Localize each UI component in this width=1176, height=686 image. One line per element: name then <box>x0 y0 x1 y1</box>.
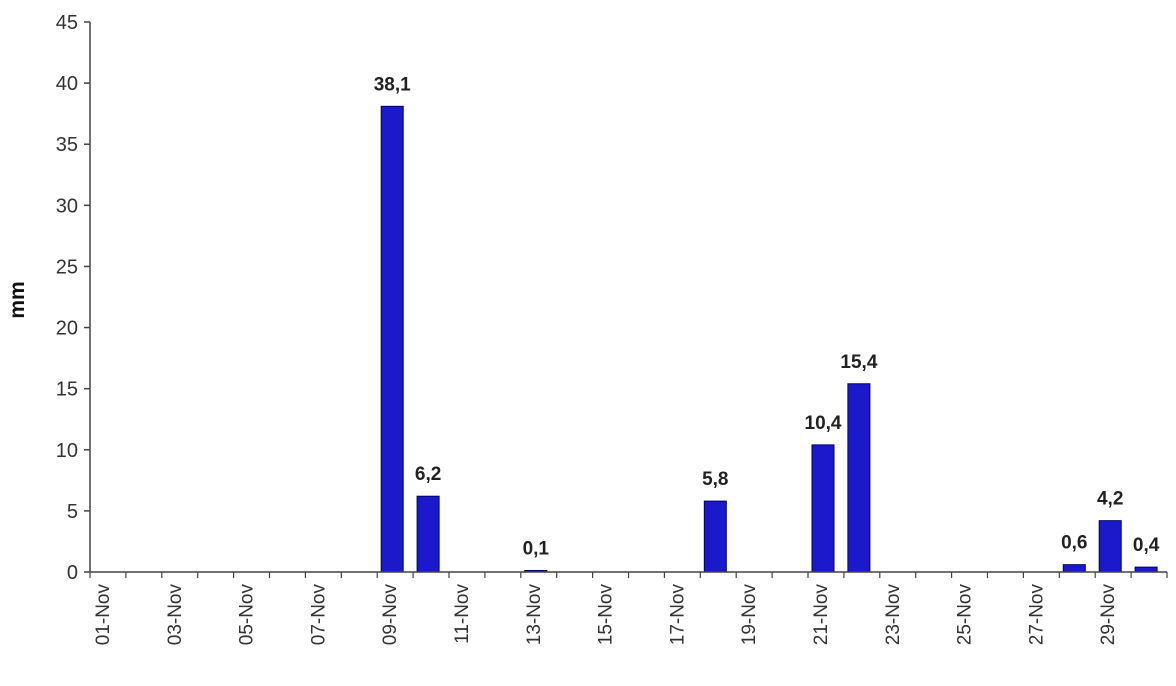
data-label-30-Nov: 0,4 <box>1133 535 1160 556</box>
x-tick-label: 19-Nov <box>739 584 760 646</box>
axes: 0 5 10 15 20 25 30 35 40 45 01-Nov 03-Nov 05-Nov 07-N… <box>56 12 1168 646</box>
y-tick-label: 15 <box>56 379 78 401</box>
y-tick-label: 35 <box>56 134 78 156</box>
x-tick-label: 13-Nov <box>524 584 545 646</box>
x-tick-label: 25-Nov <box>955 584 976 646</box>
y-tick-label: 10 <box>56 440 78 462</box>
x-tick-label: 17-Nov <box>667 584 688 646</box>
bar-21-Nov <box>811 444 835 573</box>
bar-18-Nov <box>703 500 727 573</box>
x-tick-label: 29-Nov <box>1098 584 1119 646</box>
bars <box>380 105 1158 573</box>
bar-28-Nov <box>1062 564 1086 573</box>
y-axis-title: mm <box>6 281 29 318</box>
bar-29-Nov <box>1098 520 1122 573</box>
x-tick-label: 11-Nov <box>452 584 473 644</box>
data-label-21-Nov: 10,4 <box>805 413 842 434</box>
x-tick-label: 23-Nov <box>883 584 904 646</box>
x-tick-label: 15-Nov <box>596 584 617 646</box>
data-label-29-Nov: 4,2 <box>1097 489 1123 510</box>
data-label-13-Nov: 0,1 <box>523 539 550 560</box>
y-tick-label: 45 <box>56 12 78 34</box>
bar-10-Nov <box>416 495 440 573</box>
y-tick-label: 30 <box>56 195 78 217</box>
x-tick-label: 27-Nov <box>1026 584 1047 646</box>
x-tick-label: 21-Nov <box>811 584 832 646</box>
y-tick-label: 40 <box>56 73 78 95</box>
x-tick-label: 07-Nov <box>308 584 329 646</box>
y-tick-label: 20 <box>56 318 78 340</box>
x-tick-label: 05-Nov <box>237 584 258 646</box>
bar-22-Nov <box>847 383 871 573</box>
y-tick-label: 5 <box>67 501 78 523</box>
x-tick-label: 03-Nov <box>165 584 186 646</box>
y-tick-label: 0 <box>67 562 78 584</box>
data-label-28-Nov: 0,6 <box>1061 533 1087 554</box>
x-tick-label: 01-Nov <box>93 584 114 646</box>
bar-09-Nov <box>380 105 404 573</box>
data-labels: 38,1 6,2 0,1 5,8 10,4 15,4 0,6 4,2 0,4 <box>374 74 1160 559</box>
x-tick-label: 09-Nov <box>380 584 401 646</box>
data-label-22-Nov: 15,4 <box>840 352 877 373</box>
data-label-18-Nov: 5,8 <box>702 469 728 490</box>
y-tick-label: 25 <box>56 256 78 278</box>
data-label-09-Nov: 38,1 <box>374 74 411 95</box>
data-label-10-Nov: 6,2 <box>415 464 441 485</box>
